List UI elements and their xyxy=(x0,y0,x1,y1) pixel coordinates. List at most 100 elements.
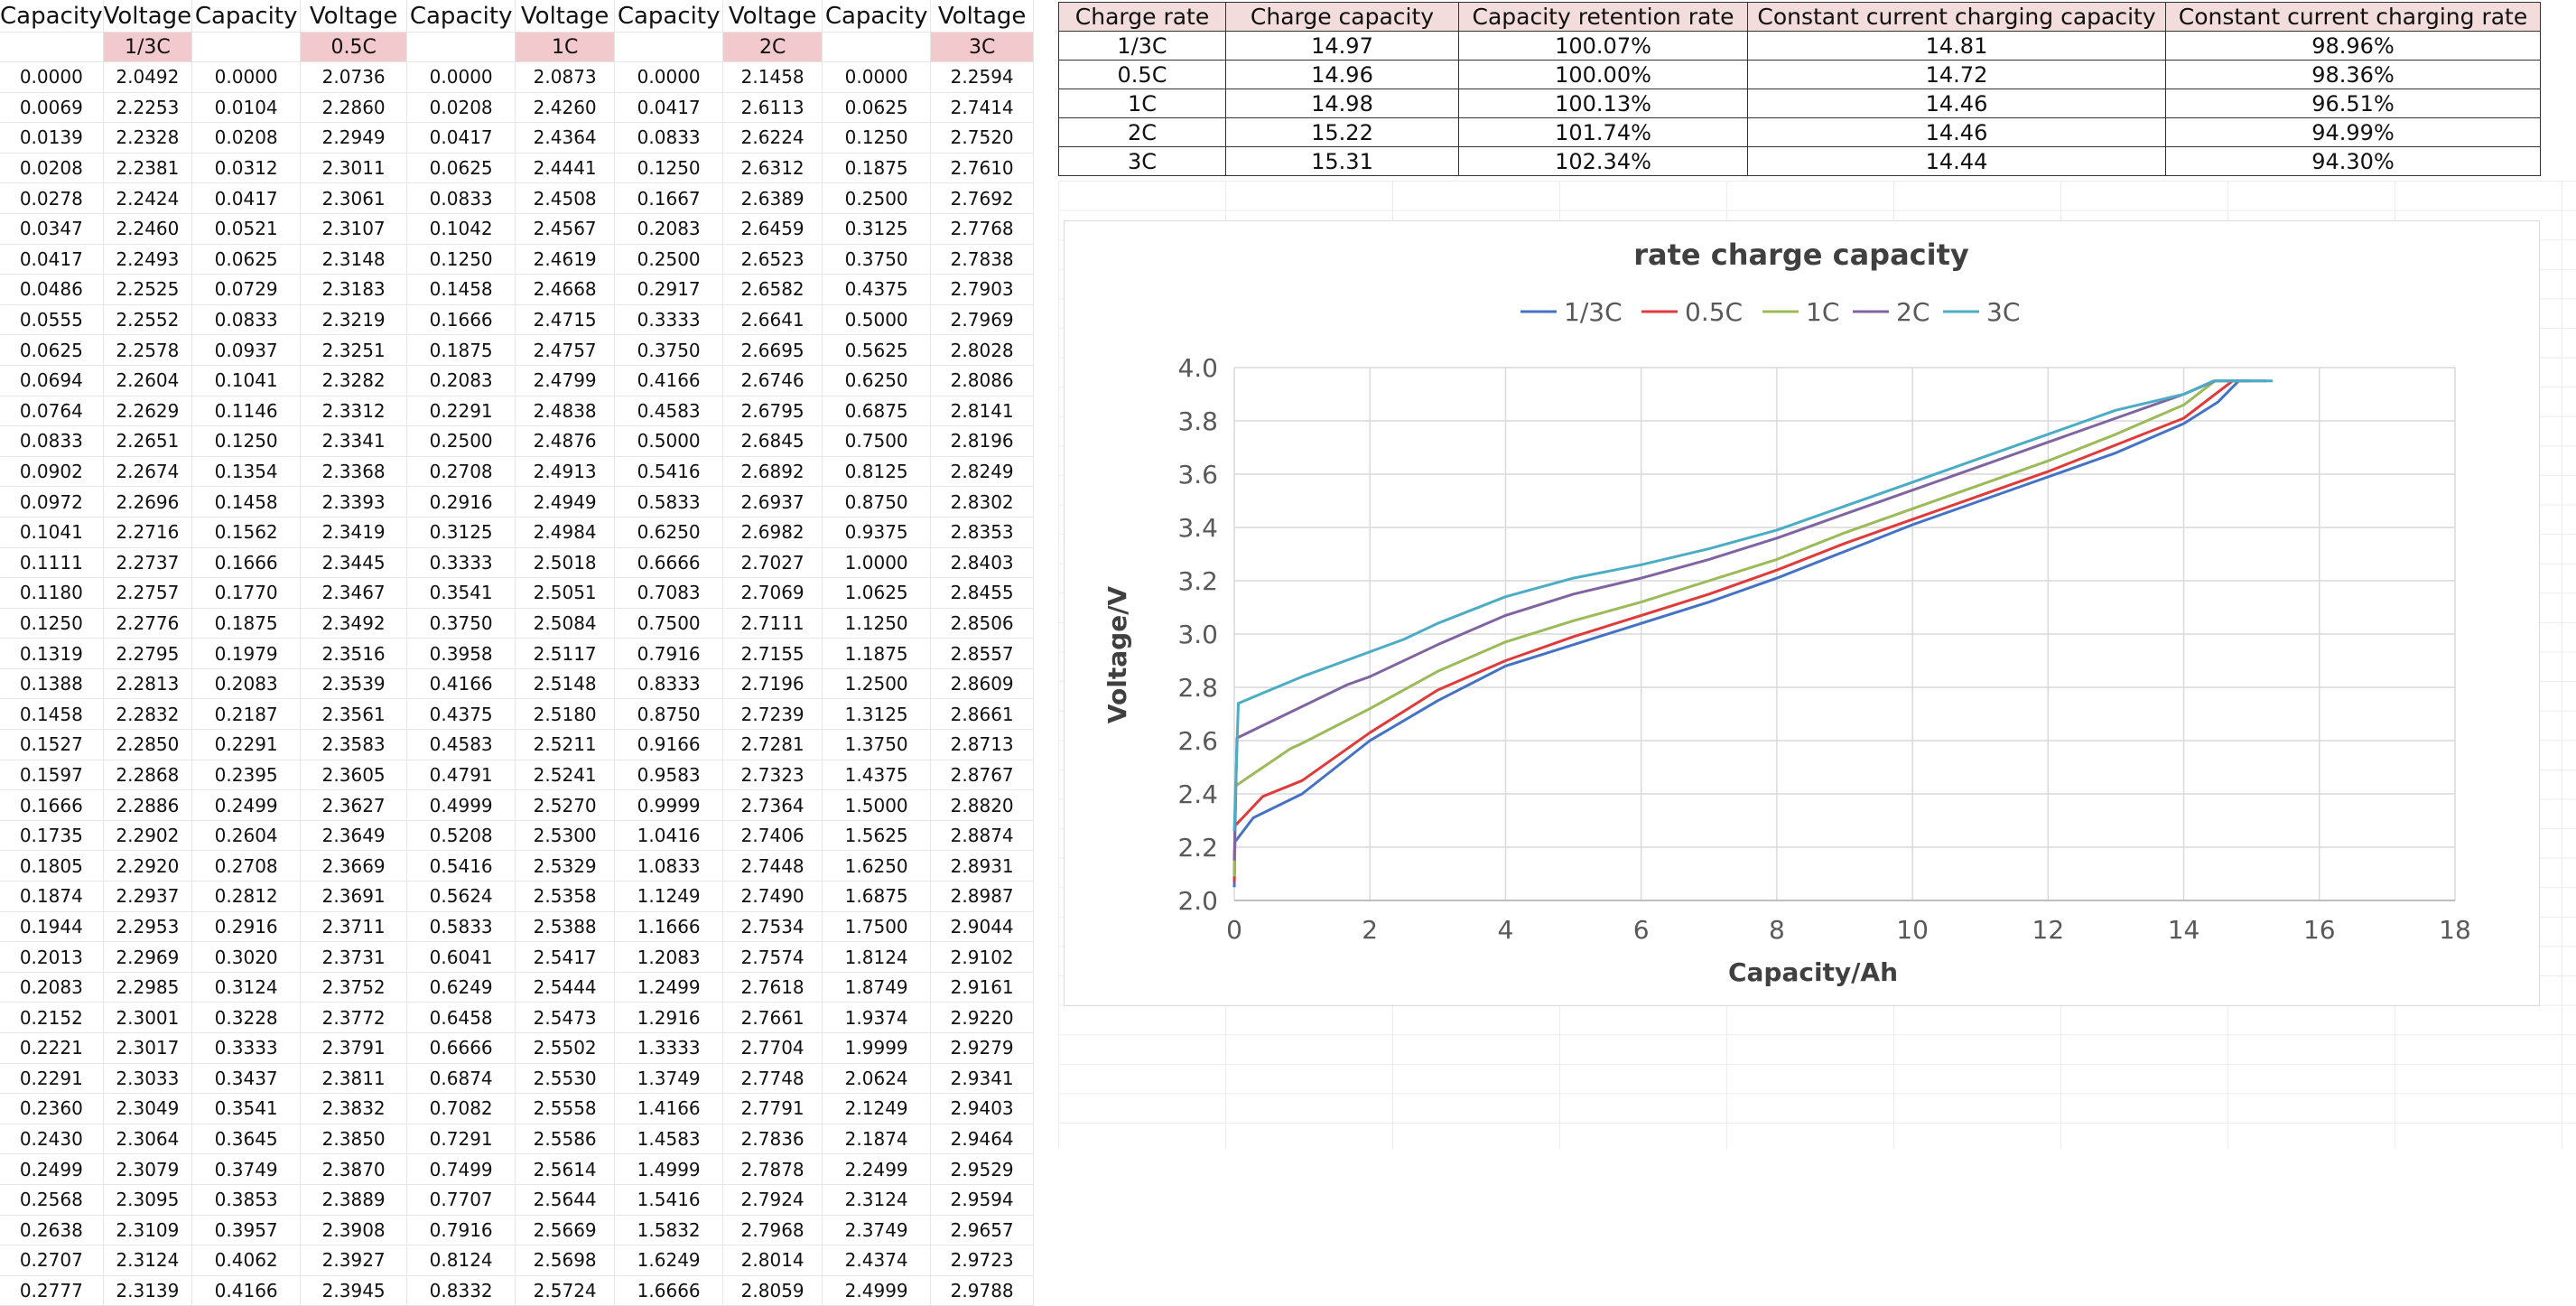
grid-cell[interactable]: 2.8931 xyxy=(930,850,1035,882)
grid-cell[interactable]: 0.1041 xyxy=(0,517,104,548)
summary-cell[interactable]: 0.5C xyxy=(1058,60,1226,89)
empty-cell[interactable] xyxy=(191,32,302,62)
grid-cell[interactable]: 2.5018 xyxy=(515,547,616,579)
grid-cell[interactable]: 2.6641 xyxy=(722,304,823,336)
grid-header-capacity[interactable]: Capacity xyxy=(614,0,724,33)
grid-cell[interactable]: 2.2253 xyxy=(103,92,193,124)
grid-cell[interactable]: 2.8403 xyxy=(930,547,1035,579)
grid-cell[interactable]: 2.2920 xyxy=(103,850,193,882)
summary-cell[interactable]: 100.00% xyxy=(1458,60,1748,89)
grid-cell[interactable]: 0.1979 xyxy=(191,638,302,669)
grid-cell[interactable]: 2.3061 xyxy=(300,182,408,214)
grid-cell[interactable]: 2.8196 xyxy=(930,425,1035,457)
grid-cell[interactable]: 0.2708 xyxy=(191,850,302,882)
grid-cell[interactable]: 1.8749 xyxy=(822,972,932,1003)
grid-cell[interactable]: 0.1250 xyxy=(822,122,932,154)
grid-cell[interactable]: 0.2500 xyxy=(406,425,516,457)
grid-cell[interactable]: 2.8713 xyxy=(930,729,1035,760)
grid-cell[interactable]: 2.2886 xyxy=(103,789,193,821)
grid-cell[interactable]: 2.2381 xyxy=(103,153,193,184)
summary-cell[interactable]: 14.72 xyxy=(1747,60,2166,89)
grid-cell[interactable]: 0.1562 xyxy=(191,517,302,548)
grid-cell[interactable]: 2.3850 xyxy=(300,1124,408,1155)
grid-header-voltage[interactable]: Voltage xyxy=(103,0,193,33)
grid-cell[interactable]: 2.3649 xyxy=(300,820,408,852)
grid-cell[interactable]: 0.6249 xyxy=(406,972,516,1003)
grid-cell[interactable]: 0.3333 xyxy=(406,547,516,579)
grid-cell[interactable]: 0.0000 xyxy=(191,61,302,93)
grid-cell[interactable]: 2.9464 xyxy=(930,1124,1035,1155)
grid-cell[interactable]: 0.4375 xyxy=(406,698,516,731)
grid-cell[interactable]: 0.9375 xyxy=(822,517,932,548)
grid-cell[interactable]: 2.5502 xyxy=(515,1032,616,1064)
grid-cell[interactable]: 2.3017 xyxy=(103,1032,193,1064)
grid-cell[interactable]: 0.5000 xyxy=(822,304,932,336)
grid-cell[interactable]: 2.8661 xyxy=(930,698,1035,731)
grid-cell[interactable]: 2.2493 xyxy=(103,244,193,275)
grid-header-voltage[interactable]: Voltage xyxy=(515,0,616,33)
grid-cell[interactable]: 2.7748 xyxy=(722,1063,823,1095)
grid-cell[interactable]: 2.4949 xyxy=(515,486,616,518)
grid-cell[interactable]: 2.3049 xyxy=(103,1093,193,1124)
grid-cell[interactable]: 0.3957 xyxy=(191,1215,302,1246)
grid-cell[interactable]: 0.6041 xyxy=(406,941,516,973)
grid-cell[interactable]: 2.3445 xyxy=(300,547,408,579)
grid-cell[interactable]: 1.3333 xyxy=(614,1032,724,1064)
grid-cell[interactable]: 2.3107 xyxy=(300,213,408,245)
grid-cell[interactable]: 2.3791 xyxy=(300,1032,408,1064)
grid-cell[interactable]: 1.5625 xyxy=(822,820,932,852)
grid-cell[interactable]: 0.0625 xyxy=(191,244,302,275)
grid-cell[interactable]: 2.2594 xyxy=(930,61,1035,93)
grid-cell[interactable]: 2.7520 xyxy=(930,122,1035,154)
grid-cell[interactable]: 2.2604 xyxy=(103,365,193,396)
grid-cell[interactable]: 0.8125 xyxy=(822,456,932,488)
grid-cell[interactable]: 0.0833 xyxy=(406,182,516,214)
grid-cell[interactable]: 2.8086 xyxy=(930,365,1035,396)
summary-header-cell[interactable]: Constant current charging capacity xyxy=(1747,2,2166,32)
grid-cell[interactable]: 2.2795 xyxy=(103,638,193,669)
grid-cell[interactable]: 2.7692 xyxy=(930,182,1035,214)
summary-cell[interactable]: 15.31 xyxy=(1225,146,1459,176)
grid-cell[interactable]: 0.1805 xyxy=(0,850,104,882)
grid-cell[interactable]: 2.7661 xyxy=(722,1002,823,1033)
grid-cell[interactable]: 2.5530 xyxy=(515,1063,616,1095)
grid-cell[interactable]: 2.2737 xyxy=(103,547,193,579)
grid-cell[interactable]: 2.2328 xyxy=(103,122,193,154)
empty-cell[interactable] xyxy=(822,32,932,62)
grid-cell[interactable]: 0.5208 xyxy=(406,820,516,852)
grid-cell[interactable]: 0.1146 xyxy=(191,396,302,427)
summary-cell[interactable]: 15.22 xyxy=(1225,117,1459,147)
grid-cell[interactable]: 2.7610 xyxy=(930,153,1035,184)
grid-cell[interactable]: 2.9161 xyxy=(930,972,1035,1003)
grid-cell[interactable]: 2.7836 xyxy=(722,1124,823,1155)
grid-cell[interactable]: 2.5241 xyxy=(515,760,616,791)
grid-cell[interactable]: 0.9166 xyxy=(614,729,724,760)
grid-cell[interactable]: 2.6695 xyxy=(722,334,823,366)
grid-cell[interactable]: 2.4984 xyxy=(515,517,616,548)
grid-cell[interactable]: 0.2707 xyxy=(0,1245,104,1276)
grid-cell[interactable]: 0.2499 xyxy=(0,1153,104,1185)
grid-cell[interactable]: 0.3541 xyxy=(406,577,516,609)
grid-cell[interactable]: 0.6666 xyxy=(614,547,724,579)
grid-cell[interactable]: 0.5624 xyxy=(406,881,516,912)
grid-cell[interactable]: 2.3095 xyxy=(103,1184,193,1216)
grid-cell[interactable]: 2.7196 xyxy=(722,668,823,700)
grid-cell[interactable]: 0.1111 xyxy=(0,547,104,579)
grid-cell[interactable]: 1.0625 xyxy=(822,577,932,609)
grid-cell[interactable]: 0.2083 xyxy=(191,668,302,700)
grid-cell[interactable]: 0.0069 xyxy=(0,92,104,124)
rate-label-cell[interactable]: 1C xyxy=(515,32,616,62)
grid-cell[interactable]: 2.3312 xyxy=(300,396,408,427)
grid-cell[interactable]: 0.4166 xyxy=(614,365,724,396)
grid-cell[interactable]: 2.4567 xyxy=(515,213,616,245)
grid-cell[interactable]: 0.2291 xyxy=(191,729,302,760)
grid-cell[interactable]: 1.0416 xyxy=(614,820,724,852)
grid-cell[interactable]: 0.4166 xyxy=(191,1275,302,1306)
grid-cell[interactable]: 2.2953 xyxy=(103,911,193,943)
grid-cell[interactable]: 1.9999 xyxy=(822,1032,932,1064)
grid-cell[interactable]: 2.2776 xyxy=(103,608,193,639)
grid-header-capacity[interactable]: Capacity xyxy=(0,0,104,33)
grid-cell[interactable]: 0.1770 xyxy=(191,577,302,609)
grid-cell[interactable]: 2.3711 xyxy=(300,911,408,943)
grid-cell[interactable]: 1.5000 xyxy=(822,789,932,821)
